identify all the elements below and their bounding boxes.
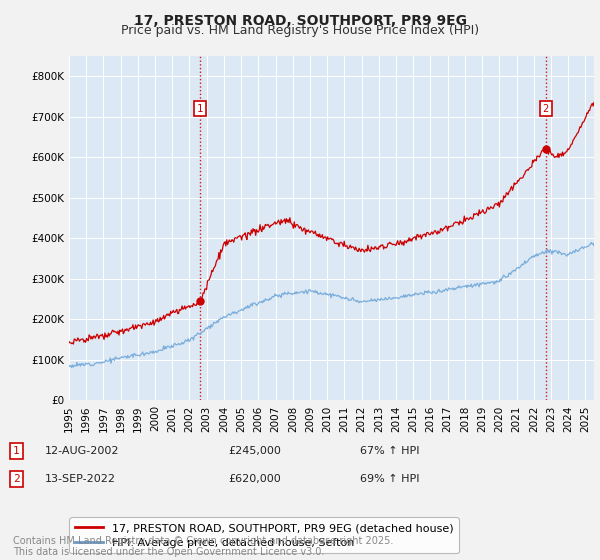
Text: £620,000: £620,000 (228, 474, 281, 484)
Text: 2: 2 (13, 474, 20, 484)
Text: 12-AUG-2002: 12-AUG-2002 (45, 446, 119, 456)
Text: 17, PRESTON ROAD, SOUTHPORT, PR9 9EG: 17, PRESTON ROAD, SOUTHPORT, PR9 9EG (133, 14, 467, 28)
Text: Price paid vs. HM Land Registry's House Price Index (HPI): Price paid vs. HM Land Registry's House … (121, 24, 479, 37)
Text: 1: 1 (197, 104, 203, 114)
Text: Contains HM Land Registry data © Crown copyright and database right 2025.
This d: Contains HM Land Registry data © Crown c… (13, 535, 394, 557)
Text: 67% ↑ HPI: 67% ↑ HPI (360, 446, 419, 456)
Text: 69% ↑ HPI: 69% ↑ HPI (360, 474, 419, 484)
Text: 2: 2 (542, 104, 549, 114)
Text: 1: 1 (13, 446, 20, 456)
Text: 13-SEP-2022: 13-SEP-2022 (45, 474, 116, 484)
Legend: 17, PRESTON ROAD, SOUTHPORT, PR9 9EG (detached house), HPI: Average price, detac: 17, PRESTON ROAD, SOUTHPORT, PR9 9EG (de… (70, 517, 459, 553)
Text: £245,000: £245,000 (228, 446, 281, 456)
